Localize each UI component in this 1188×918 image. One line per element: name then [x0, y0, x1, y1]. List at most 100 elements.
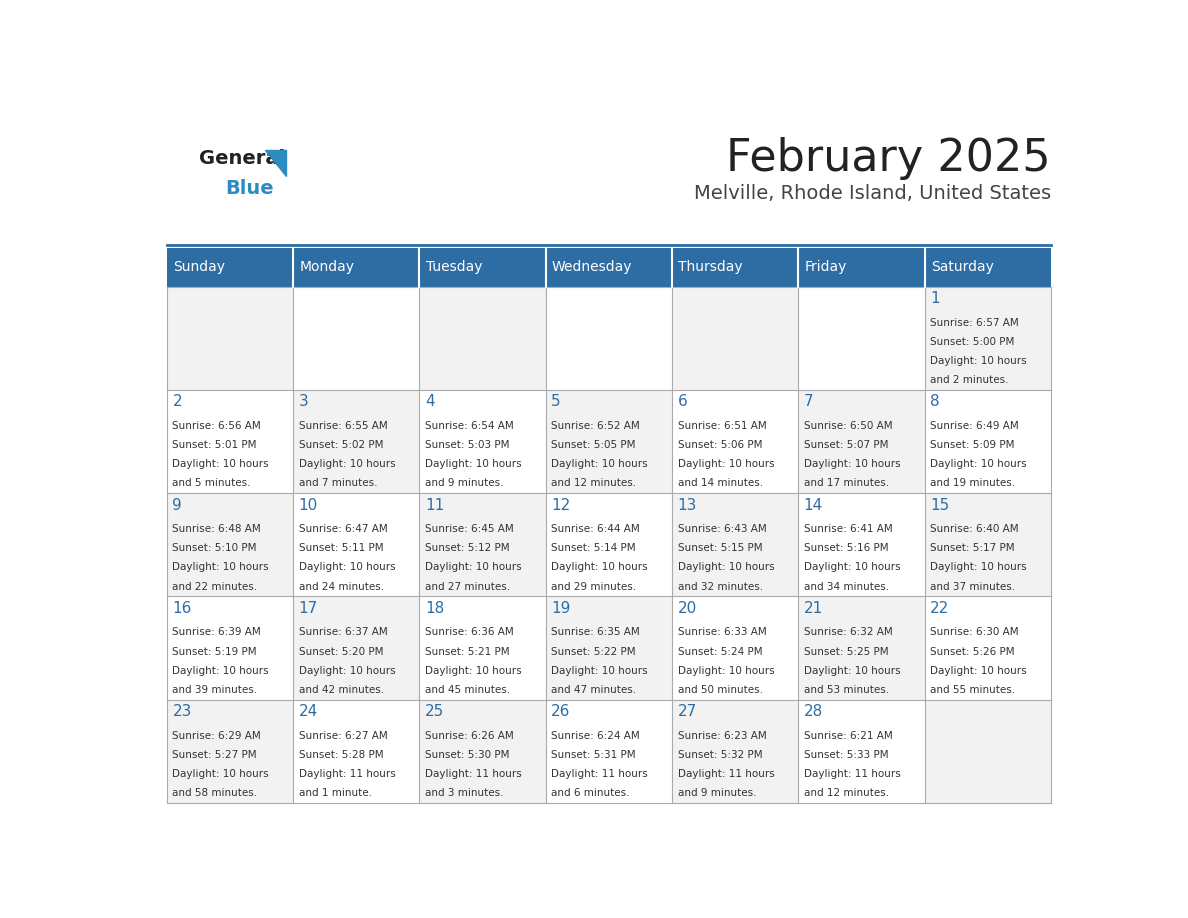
Text: Sunrise: 6:29 AM: Sunrise: 6:29 AM	[172, 731, 261, 741]
Text: Daylight: 10 hours: Daylight: 10 hours	[551, 459, 647, 469]
Text: 25: 25	[425, 704, 444, 719]
Text: Daylight: 10 hours: Daylight: 10 hours	[677, 459, 775, 469]
FancyBboxPatch shape	[293, 493, 419, 597]
FancyBboxPatch shape	[672, 597, 798, 700]
Text: and 34 minutes.: and 34 minutes.	[804, 581, 889, 591]
Text: Monday: Monday	[299, 261, 354, 274]
Text: Daylight: 11 hours: Daylight: 11 hours	[425, 769, 522, 778]
Text: Sunset: 5:19 PM: Sunset: 5:19 PM	[172, 646, 257, 656]
Text: Sunset: 5:15 PM: Sunset: 5:15 PM	[677, 543, 763, 554]
Text: and 27 minutes.: and 27 minutes.	[425, 581, 510, 591]
Text: Daylight: 10 hours: Daylight: 10 hours	[804, 459, 901, 469]
Text: and 12 minutes.: and 12 minutes.	[804, 788, 889, 798]
Text: and 3 minutes.: and 3 minutes.	[425, 788, 504, 798]
FancyBboxPatch shape	[419, 287, 545, 390]
Text: Sunrise: 6:21 AM: Sunrise: 6:21 AM	[804, 731, 892, 741]
Text: Sunset: 5:06 PM: Sunset: 5:06 PM	[677, 440, 762, 450]
Text: Sunday: Sunday	[173, 261, 226, 274]
Text: Daylight: 10 hours: Daylight: 10 hours	[930, 563, 1026, 573]
Text: Sunrise: 6:57 AM: Sunrise: 6:57 AM	[930, 318, 1019, 328]
Text: Friday: Friday	[804, 261, 847, 274]
FancyBboxPatch shape	[419, 700, 545, 803]
Text: Sunset: 5:24 PM: Sunset: 5:24 PM	[677, 646, 763, 656]
Text: 15: 15	[930, 498, 949, 512]
FancyBboxPatch shape	[672, 248, 798, 286]
FancyBboxPatch shape	[798, 248, 924, 286]
FancyBboxPatch shape	[419, 493, 545, 597]
FancyBboxPatch shape	[545, 493, 672, 597]
Text: 28: 28	[804, 704, 823, 719]
Text: Sunrise: 6:50 AM: Sunrise: 6:50 AM	[804, 421, 892, 431]
Text: Daylight: 10 hours: Daylight: 10 hours	[677, 563, 775, 573]
Text: Sunset: 5:27 PM: Sunset: 5:27 PM	[172, 750, 257, 760]
Text: 16: 16	[172, 600, 191, 616]
Text: Sunrise: 6:35 AM: Sunrise: 6:35 AM	[551, 627, 640, 637]
FancyBboxPatch shape	[166, 700, 293, 803]
Text: Sunrise: 6:24 AM: Sunrise: 6:24 AM	[551, 731, 640, 741]
FancyBboxPatch shape	[166, 493, 293, 597]
Text: Sunset: 5:20 PM: Sunset: 5:20 PM	[298, 646, 384, 656]
Text: 27: 27	[677, 704, 696, 719]
Text: Sunrise: 6:45 AM: Sunrise: 6:45 AM	[425, 524, 513, 534]
FancyBboxPatch shape	[545, 700, 672, 803]
Text: 3: 3	[298, 395, 309, 409]
Text: 10: 10	[298, 498, 318, 512]
Text: and 32 minutes.: and 32 minutes.	[677, 581, 763, 591]
Text: Sunset: 5:28 PM: Sunset: 5:28 PM	[298, 750, 384, 760]
Text: Melville, Rhode Island, United States: Melville, Rhode Island, United States	[694, 185, 1051, 204]
Text: Saturday: Saturday	[931, 261, 993, 274]
FancyBboxPatch shape	[419, 597, 545, 700]
Text: 12: 12	[551, 498, 570, 512]
Text: Sunrise: 6:36 AM: Sunrise: 6:36 AM	[425, 627, 513, 637]
Text: and 29 minutes.: and 29 minutes.	[551, 581, 637, 591]
FancyBboxPatch shape	[166, 597, 293, 700]
FancyBboxPatch shape	[545, 248, 672, 286]
Text: Daylight: 10 hours: Daylight: 10 hours	[551, 666, 647, 676]
FancyBboxPatch shape	[419, 248, 545, 286]
Text: Sunrise: 6:32 AM: Sunrise: 6:32 AM	[804, 627, 892, 637]
Polygon shape	[265, 151, 285, 176]
FancyBboxPatch shape	[166, 248, 293, 286]
Text: Blue: Blue	[225, 179, 273, 197]
Text: Sunrise: 6:37 AM: Sunrise: 6:37 AM	[298, 627, 387, 637]
Text: and 19 minutes.: and 19 minutes.	[930, 478, 1016, 488]
Text: and 58 minutes.: and 58 minutes.	[172, 788, 258, 798]
Text: Sunrise: 6:26 AM: Sunrise: 6:26 AM	[425, 731, 513, 741]
Text: 18: 18	[425, 600, 444, 616]
Text: Sunset: 5:17 PM: Sunset: 5:17 PM	[930, 543, 1015, 554]
FancyBboxPatch shape	[924, 493, 1051, 597]
Text: and 6 minutes.: and 6 minutes.	[551, 788, 630, 798]
Text: Sunrise: 6:55 AM: Sunrise: 6:55 AM	[298, 421, 387, 431]
Text: and 50 minutes.: and 50 minutes.	[677, 685, 763, 695]
Text: and 5 minutes.: and 5 minutes.	[172, 478, 251, 488]
FancyBboxPatch shape	[924, 597, 1051, 700]
Text: Sunrise: 6:56 AM: Sunrise: 6:56 AM	[172, 421, 261, 431]
FancyBboxPatch shape	[293, 287, 419, 390]
Text: Sunset: 5:25 PM: Sunset: 5:25 PM	[804, 646, 889, 656]
Text: 8: 8	[930, 395, 940, 409]
Text: Daylight: 10 hours: Daylight: 10 hours	[930, 356, 1026, 366]
Text: Sunrise: 6:52 AM: Sunrise: 6:52 AM	[551, 421, 640, 431]
Text: Daylight: 10 hours: Daylight: 10 hours	[804, 666, 901, 676]
Text: Sunset: 5:16 PM: Sunset: 5:16 PM	[804, 543, 889, 554]
FancyBboxPatch shape	[545, 287, 672, 390]
Text: Sunset: 5:26 PM: Sunset: 5:26 PM	[930, 646, 1015, 656]
FancyBboxPatch shape	[672, 493, 798, 597]
FancyBboxPatch shape	[672, 390, 798, 493]
Text: Sunset: 5:09 PM: Sunset: 5:09 PM	[930, 440, 1015, 450]
Text: Daylight: 10 hours: Daylight: 10 hours	[425, 666, 522, 676]
Text: 20: 20	[677, 600, 696, 616]
Text: Daylight: 10 hours: Daylight: 10 hours	[298, 563, 396, 573]
Text: and 22 minutes.: and 22 minutes.	[172, 581, 258, 591]
FancyBboxPatch shape	[924, 390, 1051, 493]
Text: February 2025: February 2025	[726, 137, 1051, 180]
Text: 7: 7	[804, 395, 814, 409]
Text: and 42 minutes.: and 42 minutes.	[298, 685, 384, 695]
Text: and 2 minutes.: and 2 minutes.	[930, 375, 1009, 386]
Text: Sunset: 5:01 PM: Sunset: 5:01 PM	[172, 440, 257, 450]
Text: Sunset: 5:10 PM: Sunset: 5:10 PM	[172, 543, 257, 554]
Text: 9: 9	[172, 498, 182, 512]
Text: Daylight: 11 hours: Daylight: 11 hours	[551, 769, 647, 778]
FancyBboxPatch shape	[545, 390, 672, 493]
Text: Daylight: 10 hours: Daylight: 10 hours	[298, 459, 396, 469]
